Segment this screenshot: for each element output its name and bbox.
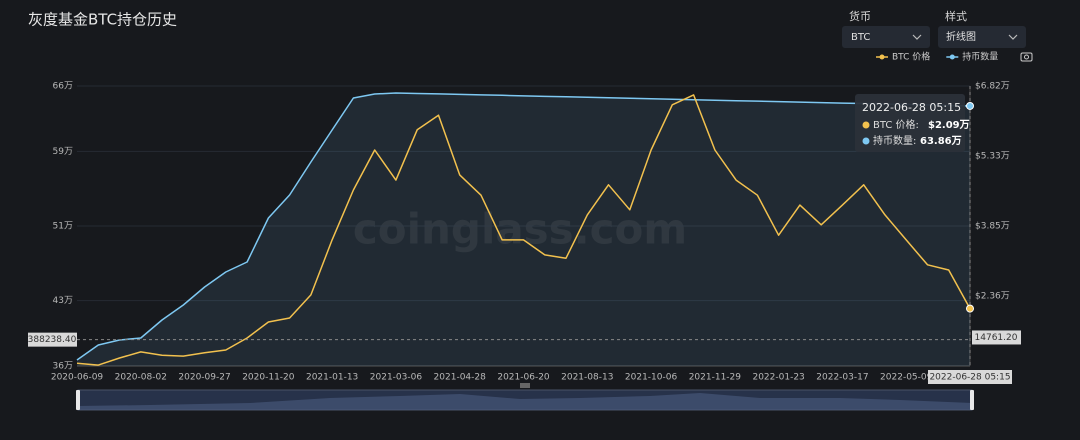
pointer-label: 14761.20 [975, 333, 1018, 343]
x-tick-label: 2020-06-09 [51, 373, 104, 383]
chart-title: 灰度基金BTC持仓历史 [28, 11, 177, 29]
series-line [76, 92, 971, 361]
x-tick-label: 2022-05-09 [880, 373, 933, 383]
control-label: 样式 [945, 9, 967, 23]
tooltip: 2022-06-28 05:15 BTC 价格: $2.09万 持币数量: 63… [855, 94, 970, 152]
x-tick-label: 2020-11-20 [242, 373, 295, 383]
zoom-grip[interactable] [520, 383, 530, 388]
legend-dot [879, 54, 885, 60]
pointer-label-box [28, 332, 77, 347]
tooltip-dot [862, 137, 870, 145]
tooltip-dot [862, 121, 870, 129]
y-tick-label: 43万 [53, 296, 73, 306]
x-tick-label: 2022-03-17 [816, 373, 868, 383]
x-tick-label: 2021-08-13 [561, 373, 613, 383]
zoom-handle[interactable] [76, 390, 80, 410]
y2-tick-label: $3.85万 [975, 221, 1010, 231]
plot: 36万 43万 51万 59万 66万 $2.36万 $3.85万 $5.33万 $6.82万 2… [28, 82, 1021, 384]
hover-dot [966, 101, 974, 110]
area [77, 93, 970, 366]
y-tick-label: 59万 [53, 147, 73, 157]
tooltip-label: 持币数量: [873, 134, 916, 147]
y-tick-label: 66万 [53, 82, 73, 92]
y-tick-label: 51万 [53, 222, 73, 232]
x-tick-label: 2021-04-28 [434, 373, 487, 383]
x-tick-label: 2021-01-13 [306, 373, 358, 383]
tooltip-title: 2022-06-28 05:15 [862, 101, 961, 114]
legend-dot [949, 54, 955, 60]
chevron [912, 34, 922, 40]
x-tick-label: 2021-03-06 [370, 373, 423, 383]
x-tick-label: 2021-10-06 [625, 373, 678, 383]
legend-label: 持币数量 [962, 51, 998, 63]
dropdown-value: BTC [851, 32, 870, 43]
legend-label: BTC 价格 [892, 51, 930, 63]
y2-tick-label: $5.33万 [975, 152, 1010, 162]
tooltip-value: 63.86万 [920, 135, 962, 147]
watermark: coinglass.com [353, 205, 687, 254]
pointer-label: 2022-06-28 05:15 [929, 373, 1010, 383]
style-dropdown[interactable] [938, 26, 1026, 48]
x-tick-label: 2022-01-23 [752, 373, 804, 383]
hover-dot [966, 304, 974, 313]
chevron [1008, 34, 1018, 40]
x-tick-label: 2021-11-29 [689, 373, 742, 383]
y-tick-label: 36万 [53, 362, 73, 372]
tooltip-label: BTC 价格: [873, 118, 919, 131]
x-tick-label: 2020-09-27 [178, 373, 230, 383]
dropdown-value: 折线图 [946, 30, 976, 43]
control-label: 货币 [849, 9, 871, 23]
currency-dropdown[interactable] [842, 26, 930, 48]
pointer-label-box [928, 370, 1012, 384]
x-tick-label: 2021-06-20 [497, 373, 550, 383]
series-line [76, 94, 971, 366]
x-tick-label: 2020-08-02 [115, 373, 167, 383]
tooltip-box [855, 94, 965, 152]
zoom-handle[interactable] [970, 390, 974, 410]
pointer-label-box [972, 330, 1021, 345]
camera-icon[interactable] [1020, 52, 1033, 62]
y2-tick-label: $2.36万 [975, 291, 1010, 301]
y2-tick-label: $6.82万 [975, 82, 1010, 92]
zoom-preview [78, 393, 972, 410]
data-zoom[interactable] [76, 383, 974, 411]
pointer-label: 388238.40 [28, 335, 77, 345]
tooltip-value: $2.09万 [928, 119, 970, 131]
